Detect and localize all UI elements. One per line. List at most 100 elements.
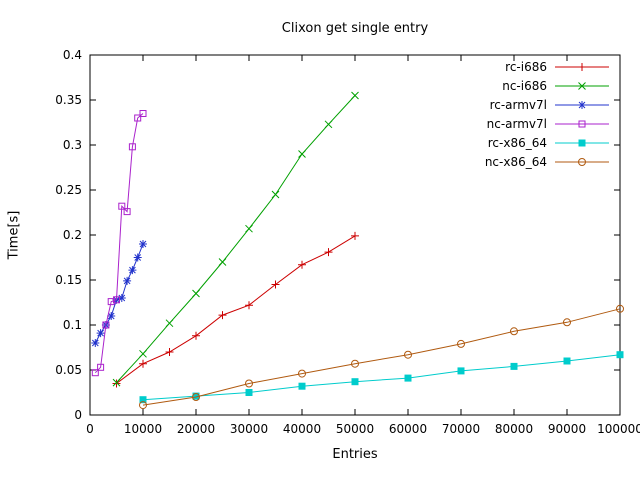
asterisk-marker-icon xyxy=(133,253,142,262)
x-tick-label: 60000 xyxy=(389,422,427,436)
open-square-marker-icon xyxy=(128,143,136,151)
asterisk-marker-icon xyxy=(123,276,132,285)
y-tick-label: 0.15 xyxy=(55,273,82,287)
cross-marker-icon xyxy=(271,190,280,199)
open-circle-marker-icon xyxy=(404,350,412,359)
x-tick-label: 40000 xyxy=(283,422,321,436)
chart-title: Clixon get single entry xyxy=(281,21,429,36)
series-line xyxy=(116,235,356,384)
filled-square-marker-icon xyxy=(245,389,253,396)
y-tick-label: 0.3 xyxy=(63,138,82,152)
filled-square-marker-icon xyxy=(510,362,518,370)
open-circle-marker-icon xyxy=(578,158,586,166)
legend-label: rc-armv7l xyxy=(490,98,547,112)
filled-square-marker-icon xyxy=(616,351,624,359)
plus-marker-icon xyxy=(351,231,359,240)
asterisk-marker-icon xyxy=(107,312,116,320)
plus-marker-icon xyxy=(165,348,174,356)
open-square-marker-icon xyxy=(123,208,131,216)
filled-square-marker-icon xyxy=(578,139,586,147)
cross-marker-icon xyxy=(139,349,147,358)
asterisk-marker-icon xyxy=(128,266,137,275)
cross-marker-icon xyxy=(245,224,253,233)
cross-marker-icon xyxy=(112,378,121,387)
open-square-marker-icon xyxy=(113,296,120,304)
legend-entry-rc-x86_64: rc-x86_64 xyxy=(488,136,609,150)
open-square-marker-icon xyxy=(139,110,147,117)
x-tick-label: 90000 xyxy=(548,422,586,436)
asterisk-marker-icon xyxy=(117,294,126,302)
plus-marker-icon xyxy=(578,63,586,71)
plus-marker-icon xyxy=(112,379,121,388)
filled-square-marker-icon xyxy=(457,367,465,375)
open-square-marker-icon xyxy=(97,363,105,371)
legend-label: rc-i686 xyxy=(505,60,547,74)
open-square-marker-icon xyxy=(91,369,99,377)
open-circle-marker-icon xyxy=(245,379,253,388)
y-tick-label: 0.35 xyxy=(55,93,82,107)
series-line xyxy=(116,95,356,383)
series-rc-i686 xyxy=(112,231,359,388)
x-tick-label: 100000 xyxy=(597,422,640,436)
filled-square-marker-icon xyxy=(351,378,359,386)
plus-marker-icon xyxy=(324,248,333,257)
y-tick-label: 0.2 xyxy=(63,228,82,242)
x-tick-label: 30000 xyxy=(230,422,268,436)
filled-square-marker-icon xyxy=(298,382,306,390)
legend-label: nc-i686 xyxy=(502,79,547,93)
cross-marker-icon xyxy=(324,120,333,129)
open-square-marker-icon xyxy=(102,321,110,329)
plus-marker-icon xyxy=(298,260,306,269)
cross-marker-icon xyxy=(298,150,306,158)
open-circle-marker-icon xyxy=(351,359,359,368)
x-tick-label: 80000 xyxy=(495,422,533,436)
asterisk-marker-icon xyxy=(139,240,147,248)
open-circle-marker-icon xyxy=(457,339,465,348)
legend-entry-nc-armv7l: nc-armv7l xyxy=(487,117,609,131)
y-tick-label: 0.05 xyxy=(55,363,82,377)
open-square-marker-icon xyxy=(118,202,126,210)
cross-marker-icon xyxy=(192,289,200,298)
x-tick-label: 50000 xyxy=(336,422,374,436)
cross-marker-icon xyxy=(578,82,586,90)
open-circle-marker-icon xyxy=(192,393,200,401)
cross-marker-icon xyxy=(218,258,227,266)
plus-marker-icon xyxy=(245,301,253,310)
open-circle-marker-icon xyxy=(139,401,147,410)
cross-marker-icon xyxy=(351,91,359,100)
x-axis-label: Entries xyxy=(332,447,378,462)
plus-marker-icon xyxy=(139,359,147,368)
x-tick-label: 0 xyxy=(86,422,94,436)
legend-entry-nc-i686: nc-i686 xyxy=(502,79,609,93)
cross-marker-icon xyxy=(165,319,174,328)
series-nc-i686 xyxy=(112,91,359,387)
x-tick-label: 20000 xyxy=(177,422,215,436)
series-rc-x86_64 xyxy=(139,351,624,404)
open-circle-marker-icon xyxy=(510,327,518,336)
series-line xyxy=(142,354,621,401)
y-tick-label: 0.4 xyxy=(63,48,82,62)
open-square-marker-icon xyxy=(578,120,586,128)
series-line xyxy=(142,308,621,406)
series-nc-x86_64 xyxy=(139,304,624,410)
plus-marker-icon xyxy=(218,311,227,320)
y-tick-label: 0.25 xyxy=(55,183,82,197)
filled-square-marker-icon xyxy=(139,396,147,404)
legend-label: nc-x86_64 xyxy=(485,155,547,169)
plus-marker-icon xyxy=(192,331,200,340)
y-tick-label: 0 xyxy=(74,408,82,422)
legend-label: rc-x86_64 xyxy=(488,136,547,150)
asterisk-marker-icon xyxy=(578,101,586,109)
asterisk-marker-icon xyxy=(91,339,100,347)
open-square-marker-icon xyxy=(107,298,115,306)
open-square-marker-icon xyxy=(134,114,142,122)
series-nc-armv7l xyxy=(91,110,147,377)
asterisk-marker-icon xyxy=(96,329,105,338)
filled-square-marker-icon xyxy=(563,357,571,365)
open-circle-marker-icon xyxy=(616,304,624,313)
legend-entry-rc-i686: rc-i686 xyxy=(505,60,609,74)
legend-label: nc-armv7l xyxy=(487,117,547,131)
filled-square-marker-icon xyxy=(404,374,412,382)
